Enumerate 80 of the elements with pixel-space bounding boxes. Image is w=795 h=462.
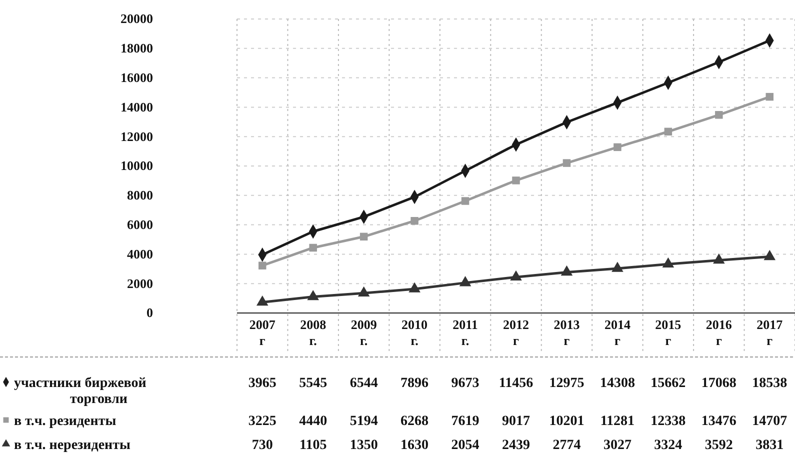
data-label: 3027 — [603, 438, 632, 453]
point — [309, 244, 317, 252]
data-label: 3592 — [704, 438, 733, 453]
data-label: 6544 — [350, 376, 378, 391]
data-label: 10201 — [549, 414, 584, 429]
data-label: 1630 — [400, 438, 429, 453]
point — [358, 286, 370, 297]
data-label: 7896 — [400, 376, 429, 391]
point — [614, 143, 622, 152]
y-tick-label: 20000 — [120, 11, 153, 26]
x-tick-label: 2013 г — [554, 317, 580, 348]
point — [258, 262, 266, 270]
data-label: 1105 — [299, 438, 327, 453]
data-label: 6268 — [400, 414, 429, 429]
y-tick-label: 18000 — [120, 40, 153, 56]
point — [410, 216, 418, 225]
x-tick-label: 2017 г — [756, 317, 784, 348]
data-label: 730 — [252, 438, 273, 453]
data-label: 15662 — [650, 376, 686, 391]
point — [408, 282, 420, 292]
y-tick-label: 6000 — [127, 216, 153, 232]
x-tick-label: 2012 г — [503, 317, 529, 348]
y-tick-label: 4000 — [127, 246, 153, 262]
y-tick-label: 14000 — [120, 99, 153, 114]
point — [360, 232, 368, 241]
point — [612, 262, 624, 272]
y-tick-label: 16000 — [120, 70, 153, 85]
point — [256, 295, 268, 306]
x-tick-label: 2009 г. — [350, 317, 378, 348]
point — [664, 128, 672, 136]
data-label: 18538 — [752, 376, 788, 391]
y-tick-label: 10000 — [120, 158, 153, 174]
data-label: 12338 — [650, 414, 686, 429]
data-label: 1350 — [350, 438, 378, 453]
x-tick-label: 2014 г — [604, 317, 631, 348]
point — [461, 197, 470, 205]
y-tick-label: 0 — [146, 305, 153, 320]
data-label: 14707 — [752, 414, 788, 429]
data-label: 2439 — [502, 438, 530, 453]
x-tick-label: 2010 г. — [402, 317, 428, 348]
data-label: 3324 — [654, 438, 682, 453]
point — [715, 111, 723, 119]
point — [510, 270, 522, 281]
legend-label: участники биржевой торговли — [14, 376, 146, 407]
data-label: 4440 — [299, 414, 328, 429]
point — [459, 276, 472, 286]
data-label: 3225 — [248, 414, 276, 429]
data-label: 2054 — [451, 438, 480, 453]
x-tick-label: 2008 г. — [300, 317, 327, 348]
y-tick-label: 2000 — [127, 276, 153, 291]
data-label: 2774 — [552, 438, 581, 453]
point — [713, 253, 725, 264]
y-tick-label: 8000 — [127, 188, 153, 203]
point — [766, 92, 774, 101]
data-label: 17068 — [701, 376, 736, 391]
point — [512, 176, 520, 184]
data-label: 12975 — [549, 376, 584, 391]
data-label: 11456 — [498, 376, 534, 391]
data-label: 14308 — [600, 376, 635, 391]
point — [307, 290, 319, 300]
data-label: 13476 — [701, 414, 736, 429]
data-label: 9017 — [502, 414, 530, 429]
data-label: 3965 — [248, 376, 276, 391]
data-label: 5194 — [350, 414, 378, 429]
data-label: 5545 — [299, 376, 328, 391]
data-label: 3831 — [756, 438, 784, 453]
x-tick-label: 2015 г — [655, 317, 682, 348]
legend-label: в т.ч. резиденты — [14, 414, 116, 429]
point — [562, 159, 571, 167]
data-label: 9673 — [451, 376, 480, 391]
point — [764, 250, 776, 260]
y-tick-label: 12000 — [120, 128, 153, 144]
point — [662, 257, 674, 268]
point — [560, 265, 573, 276]
data-label: 11281 — [600, 414, 635, 429]
x-tick-label: 2016 г — [706, 317, 732, 348]
x-tick-label: 2007 г — [249, 317, 276, 348]
legend-label: в т.ч. нерезиденты — [14, 438, 130, 453]
x-tick-label: 2011 г. — [452, 317, 478, 348]
data-label: 7619 — [451, 414, 480, 429]
